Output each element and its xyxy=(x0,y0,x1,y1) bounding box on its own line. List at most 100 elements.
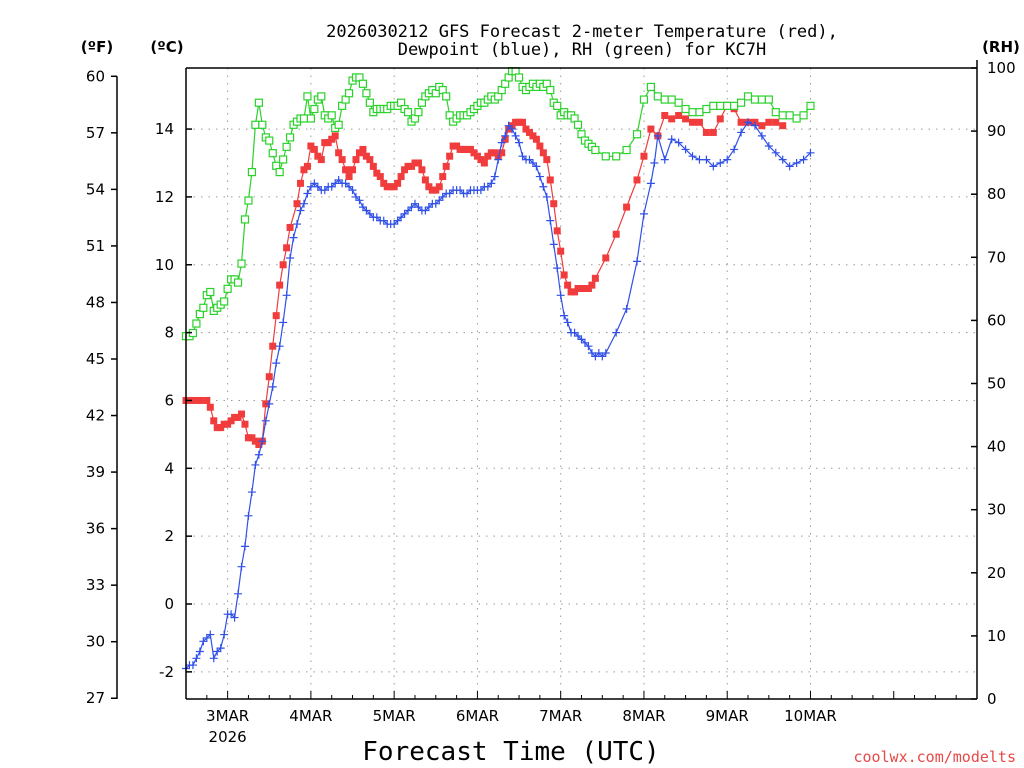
rh-point xyxy=(285,133,295,142)
fahrenheit-tick-label: 60 xyxy=(86,67,105,85)
dewpoint-point xyxy=(622,304,631,313)
rh-point xyxy=(716,101,725,110)
x-tick-label: 8MAR xyxy=(622,707,665,725)
temperature-point xyxy=(286,223,294,231)
dewpoint-point xyxy=(584,342,593,351)
fahrenheit-tick-label: 54 xyxy=(86,180,105,198)
dewpoint-point xyxy=(688,152,697,161)
dewpoint-point xyxy=(518,152,527,161)
dewpoint-point xyxy=(501,131,510,140)
dewpoint-point xyxy=(674,138,683,147)
dewpoint-point xyxy=(435,196,444,205)
dewpoint-point xyxy=(230,613,239,622)
rh-point xyxy=(268,149,277,158)
rh-point xyxy=(327,111,336,120)
credit-link[interactable]: coolwx.com/modelts xyxy=(853,748,1016,766)
dewpoint-point xyxy=(778,155,787,164)
dewpoint-point xyxy=(785,162,794,171)
temperature-point xyxy=(498,149,506,157)
rh-point xyxy=(306,114,315,123)
dewpoint-point xyxy=(372,213,381,222)
celsius-tick-label: 10 xyxy=(155,256,174,274)
chart-subtitle: Dewpoint (blue), RH (green) for KC7H xyxy=(398,40,766,60)
rh-point xyxy=(573,120,583,129)
dewpoint-point xyxy=(289,233,298,242)
temperature-point xyxy=(376,173,384,181)
rh-point xyxy=(310,104,319,114)
rh-point xyxy=(764,95,773,104)
rh-point xyxy=(199,303,208,312)
temperature-point xyxy=(352,156,360,164)
dewpoint-point xyxy=(483,182,492,191)
temperature-point xyxy=(359,145,367,153)
chart-title: 2026030212 GFS Forecast 2-meter Temperat… xyxy=(326,22,838,42)
temperature-point xyxy=(588,281,596,289)
axes-layer: 27 30 33 36 39 42 45 48 51 54 57 60 -2 0 2 4 6 8 10 12 14 0 10… xyxy=(86,59,1016,746)
rh-tick-label: 80 xyxy=(987,185,1006,203)
rh-tick-label: 60 xyxy=(987,311,1006,329)
dewpoint-point xyxy=(272,359,281,368)
dewpoint-point xyxy=(539,182,548,191)
rh-point xyxy=(220,297,229,306)
temperature-point xyxy=(682,115,690,123)
celsius-tick-label: 14 xyxy=(155,120,174,138)
series-line-0 xyxy=(186,104,783,446)
dewpoint-point xyxy=(400,209,409,218)
dewpoint-point xyxy=(757,131,766,140)
temperature-point xyxy=(279,261,287,269)
temperature-point xyxy=(303,162,311,170)
dewpoint-point xyxy=(268,382,277,391)
rh-point xyxy=(695,108,704,117)
temperature-point xyxy=(623,203,631,211)
temperature-point xyxy=(394,179,402,187)
rh-point xyxy=(258,120,267,129)
dewpoint-point xyxy=(639,209,648,218)
temperature-point xyxy=(272,312,280,320)
rh-point xyxy=(743,92,753,101)
dewpoint-point xyxy=(563,318,572,327)
dewpoint-point xyxy=(587,348,596,357)
dewpoint-point xyxy=(424,203,433,212)
dewpoint-point xyxy=(709,162,718,171)
temperature-point xyxy=(269,342,277,350)
dewpoint-point xyxy=(216,644,225,653)
rh-point xyxy=(688,108,697,117)
rh-point xyxy=(317,92,326,101)
celsius-tick-label: 8 xyxy=(164,324,174,342)
dewpoint-point xyxy=(410,199,419,208)
temperature-point xyxy=(765,118,773,126)
dewpoint-point xyxy=(293,220,302,229)
dewpoint-point xyxy=(397,213,406,222)
grid-layer xyxy=(186,68,977,699)
rh-point xyxy=(792,114,801,123)
dewpoint-point xyxy=(265,399,274,408)
dewpoint-point xyxy=(601,348,610,357)
temperature-point xyxy=(439,173,447,181)
celsius-tick-label: 6 xyxy=(164,391,174,409)
dewpoint-point xyxy=(570,328,579,337)
temperature-point xyxy=(335,149,343,157)
temperature-point xyxy=(702,128,710,136)
rh-point xyxy=(275,168,284,177)
rh-point xyxy=(612,152,621,161)
fahrenheit-tick-label: 57 xyxy=(86,124,105,142)
rh-point xyxy=(265,136,274,145)
rh-point xyxy=(806,101,815,110)
rh-point xyxy=(240,215,250,224)
temperature-point xyxy=(661,111,669,119)
rh-point xyxy=(601,152,610,161)
temperature-point xyxy=(480,159,488,167)
dewpoint-point xyxy=(237,562,246,571)
dewpoint-point xyxy=(646,179,655,188)
temperature-point xyxy=(737,118,745,126)
dewpoint-point xyxy=(345,182,354,191)
rh-tick-label: 20 xyxy=(987,564,1006,582)
rh-point xyxy=(254,98,263,107)
temperature-point xyxy=(647,125,655,133)
temperature-point xyxy=(716,115,724,123)
temperature-point xyxy=(293,200,301,208)
rh-point xyxy=(681,104,690,114)
dewpoint-point xyxy=(362,206,371,215)
temperature-point xyxy=(349,166,357,174)
rh-point xyxy=(730,101,739,110)
